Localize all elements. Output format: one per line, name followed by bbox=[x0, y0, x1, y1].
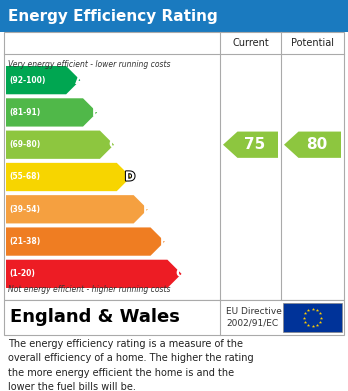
Text: F: F bbox=[159, 235, 168, 248]
Text: (55-68): (55-68) bbox=[9, 172, 40, 181]
Polygon shape bbox=[6, 228, 165, 256]
Polygon shape bbox=[6, 163, 131, 191]
Text: EU Directive: EU Directive bbox=[226, 307, 282, 316]
Bar bbox=[4, 300, 344, 335]
Polygon shape bbox=[223, 131, 278, 158]
Bar bbox=[0, 0, 348, 32]
Text: Not energy efficient - higher running costs: Not energy efficient - higher running co… bbox=[8, 285, 171, 294]
Polygon shape bbox=[6, 98, 97, 127]
Text: (21-38): (21-38) bbox=[9, 237, 40, 246]
Polygon shape bbox=[6, 260, 182, 288]
Bar bbox=[283, 303, 342, 332]
Text: (39-54): (39-54) bbox=[9, 205, 40, 214]
Text: (1-20): (1-20) bbox=[9, 269, 35, 278]
Polygon shape bbox=[6, 195, 148, 223]
Text: D: D bbox=[125, 170, 135, 183]
Polygon shape bbox=[6, 66, 80, 94]
Text: (69-80): (69-80) bbox=[9, 140, 40, 149]
Text: Potential: Potential bbox=[291, 38, 334, 48]
Text: (92-100): (92-100) bbox=[9, 75, 45, 84]
Text: (81-91): (81-91) bbox=[9, 108, 40, 117]
Polygon shape bbox=[284, 131, 341, 158]
Text: 2002/91/EC: 2002/91/EC bbox=[226, 319, 278, 328]
Text: C: C bbox=[109, 138, 118, 151]
Text: 80: 80 bbox=[306, 137, 327, 152]
Text: England & Wales: England & Wales bbox=[10, 308, 180, 326]
Text: Energy Efficiency Rating: Energy Efficiency Rating bbox=[8, 9, 218, 23]
Text: Current: Current bbox=[232, 38, 269, 48]
Text: Very energy efficient - lower running costs: Very energy efficient - lower running co… bbox=[8, 60, 171, 69]
Text: G: G bbox=[175, 267, 186, 280]
Text: A: A bbox=[74, 74, 84, 87]
Text: The energy efficiency rating is a measure of the
overall efficiency of a home. T: The energy efficiency rating is a measur… bbox=[8, 339, 254, 391]
Polygon shape bbox=[6, 131, 114, 159]
Bar bbox=[4, 32, 344, 300]
Text: 75: 75 bbox=[244, 137, 266, 152]
Text: E: E bbox=[143, 203, 151, 216]
Text: B: B bbox=[92, 106, 101, 119]
